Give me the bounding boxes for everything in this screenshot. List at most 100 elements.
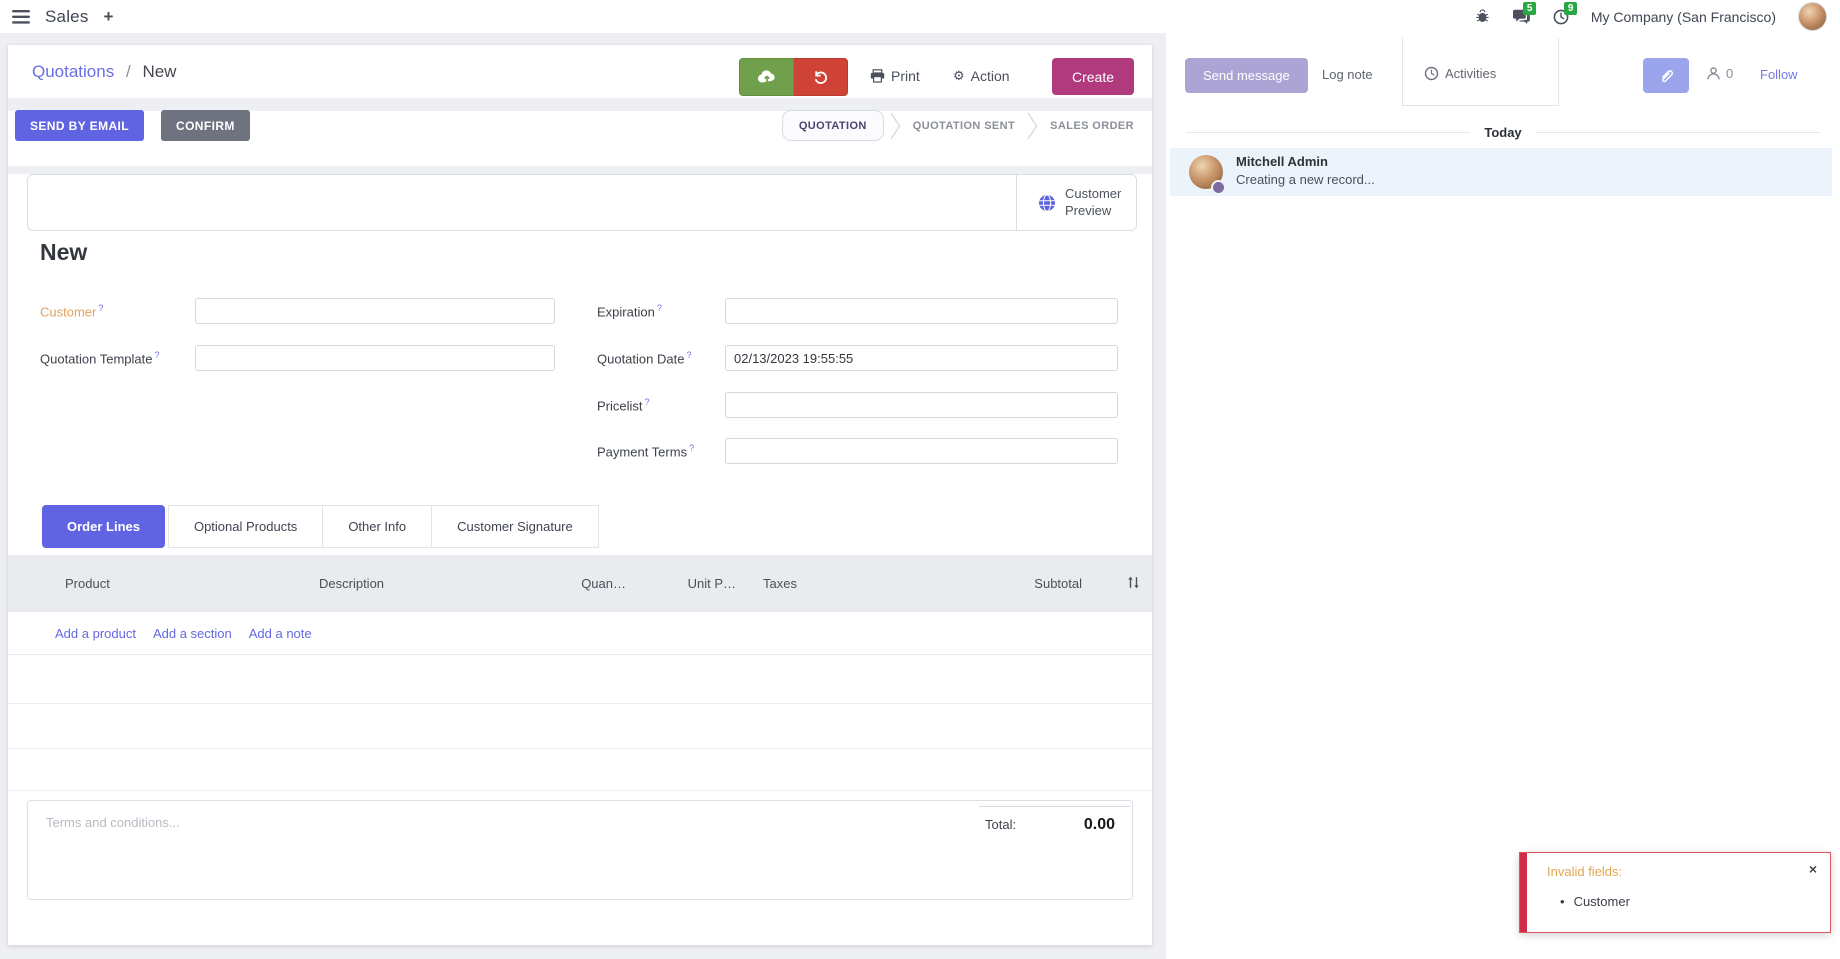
send-by-email-button[interactable]: SEND BY EMAIL bbox=[15, 110, 144, 141]
column-product: Product bbox=[65, 576, 110, 591]
activities-label: Activities bbox=[1445, 66, 1497, 81]
pricelist-input[interactable] bbox=[725, 392, 1118, 418]
total-value: 0.00 bbox=[1083, 816, 1115, 833]
record-title: New bbox=[40, 239, 88, 265]
quotation-template-input[interactable] bbox=[195, 345, 555, 371]
add-a-section-link[interactable]: Add a section bbox=[152, 626, 232, 641]
empty-row-divider bbox=[8, 703, 1152, 704]
clock-icon bbox=[1424, 66, 1439, 81]
followers-count: 0 bbox=[1726, 66, 1734, 81]
user-avatar[interactable] bbox=[1798, 2, 1827, 31]
divider-band bbox=[8, 98, 1152, 111]
total-block: Total: 0.00 bbox=[979, 806, 1131, 834]
quotation-date-field-label: Quotation Date? bbox=[597, 350, 692, 367]
create-button[interactable]: Create bbox=[1052, 58, 1134, 95]
terms-total-box: Terms and conditions... Total: 0.00 bbox=[27, 800, 1133, 900]
close-icon[interactable]: × bbox=[1808, 861, 1817, 877]
help-question-icon: ? bbox=[98, 303, 104, 313]
tab-customer-signature[interactable]: Customer Signature bbox=[431, 505, 599, 548]
debug-bug-icon[interactable] bbox=[1475, 9, 1490, 24]
expiration-field-label: Expiration? bbox=[597, 303, 662, 320]
customer-preview-label: Customer Preview bbox=[1065, 186, 1122, 218]
step-quotation[interactable]: QUOTATION bbox=[781, 110, 884, 141]
status-stepper: QUOTATION QUOTATION SENT SALES ORDER bbox=[781, 110, 1140, 141]
globe-icon bbox=[1038, 194, 1056, 212]
attach-file-button[interactable] bbox=[1643, 58, 1689, 93]
breadcrumb-quotations-link[interactable]: Quotations bbox=[32, 62, 115, 81]
chatter-message: Mitchell Admin Creating a new record... bbox=[1170, 148, 1832, 196]
tab-optional-products[interactable]: Optional Products bbox=[167, 505, 324, 548]
help-question-icon: ? bbox=[656, 303, 662, 313]
person-icon bbox=[1706, 66, 1721, 81]
activities-clock-button[interactable]: 9 bbox=[1553, 1, 1578, 25]
customer-input[interactable] bbox=[195, 298, 555, 324]
preview-ribbon: Customer Preview bbox=[27, 174, 1137, 231]
message-author: Mitchell Admin bbox=[1236, 154, 1328, 169]
column-quantity: Quan… bbox=[581, 576, 626, 591]
follow-button[interactable]: Follow bbox=[1760, 67, 1798, 82]
app-name[interactable]: Sales bbox=[45, 6, 89, 26]
today-divider: Today bbox=[1186, 125, 1821, 140]
followers-button[interactable]: 0 bbox=[1706, 66, 1733, 81]
total-label: Total: bbox=[985, 817, 1017, 832]
discard-button[interactable] bbox=[794, 58, 848, 96]
toast-red-bar bbox=[1520, 853, 1527, 932]
empty-row-divider bbox=[8, 790, 1152, 791]
add-row: Add a product Add a section Add a note bbox=[8, 612, 1152, 655]
step-sales-order[interactable]: SALES ORDER bbox=[1050, 119, 1134, 132]
quotation-date-input[interactable] bbox=[725, 345, 1118, 371]
today-label: Today bbox=[1484, 125, 1522, 140]
messages-button[interactable]: 5 bbox=[1512, 1, 1537, 25]
new-tab-plus-button[interactable]: + bbox=[103, 6, 114, 26]
chatter-separator bbox=[1558, 38, 1559, 106]
empty-row-divider bbox=[8, 748, 1152, 749]
help-question-icon: ? bbox=[689, 443, 695, 453]
gear-icon: ⚙ bbox=[953, 68, 965, 84]
print-button[interactable]: Print bbox=[870, 68, 920, 84]
company-switcher[interactable]: My Company (San Francisco) bbox=[1590, 8, 1776, 25]
chatter-panel: Send message Log note Activities 0 Follo… bbox=[1166, 33, 1840, 959]
pricelist-field-label: Pricelist? bbox=[597, 397, 650, 414]
step-quotation-sent[interactable]: QUOTATION SENT bbox=[912, 119, 1016, 132]
chatter-separator bbox=[1402, 38, 1403, 106]
payment-terms-input[interactable] bbox=[725, 438, 1118, 464]
notebook-tabs: Order Lines Optional Products Other Info… bbox=[42, 505, 599, 548]
paperclip-icon bbox=[1658, 67, 1675, 84]
save-button[interactable] bbox=[739, 58, 794, 96]
activities-badge: 9 bbox=[1563, 1, 1578, 15]
column-unit-price: Unit P… bbox=[687, 576, 736, 591]
breadcrumb-separator: / bbox=[125, 62, 131, 81]
messages-badge: 5 bbox=[1522, 1, 1537, 15]
customer-preview-button[interactable]: Customer Preview bbox=[1017, 175, 1136, 230]
chevron-right-icon bbox=[1027, 112, 1038, 140]
quotation-template-field-label: Quotation Template? bbox=[40, 350, 160, 367]
toast-title: Invalid fields: bbox=[1547, 864, 1623, 879]
tab-other-info[interactable]: Other Info bbox=[322, 505, 433, 548]
column-subtotal: Subtotal bbox=[1034, 576, 1082, 591]
payment-terms-field-label: Payment Terms? bbox=[597, 443, 695, 460]
order-lines-header: Product Description Quan… Unit P… Taxes … bbox=[8, 555, 1152, 612]
expiration-input[interactable] bbox=[725, 298, 1118, 324]
activities-button[interactable]: Activities bbox=[1424, 66, 1496, 81]
ribbon-divider bbox=[1016, 175, 1017, 230]
optional-columns-icon[interactable] bbox=[1126, 575, 1141, 590]
column-taxes: Taxes bbox=[763, 576, 797, 591]
send-message-button[interactable]: Send message bbox=[1185, 58, 1308, 93]
tab-order-lines[interactable]: Order Lines bbox=[42, 505, 165, 548]
log-note-button[interactable]: Log note bbox=[1322, 67, 1373, 82]
action-label: Action bbox=[970, 68, 1010, 84]
breadcrumb: Quotations / New bbox=[32, 62, 176, 82]
hamburger-menu-icon[interactable] bbox=[12, 9, 30, 24]
main-content: Quotations / New Print ⚙ Act bbox=[8, 45, 1152, 945]
confirm-button[interactable]: CONFIRM bbox=[161, 110, 250, 141]
help-question-icon: ? bbox=[154, 350, 160, 360]
help-question-icon: ? bbox=[686, 350, 692, 360]
terms-and-conditions-field[interactable]: Terms and conditions... bbox=[46, 815, 180, 830]
action-button[interactable]: ⚙ Action bbox=[953, 68, 1010, 84]
column-description: Description bbox=[319, 576, 385, 591]
print-label: Print bbox=[891, 68, 920, 84]
add-a-product-link[interactable]: Add a product bbox=[55, 626, 136, 641]
add-a-note-link[interactable]: Add a note bbox=[248, 626, 312, 641]
message-body: Creating a new record... bbox=[1236, 172, 1375, 187]
divider-band bbox=[8, 166, 1152, 174]
